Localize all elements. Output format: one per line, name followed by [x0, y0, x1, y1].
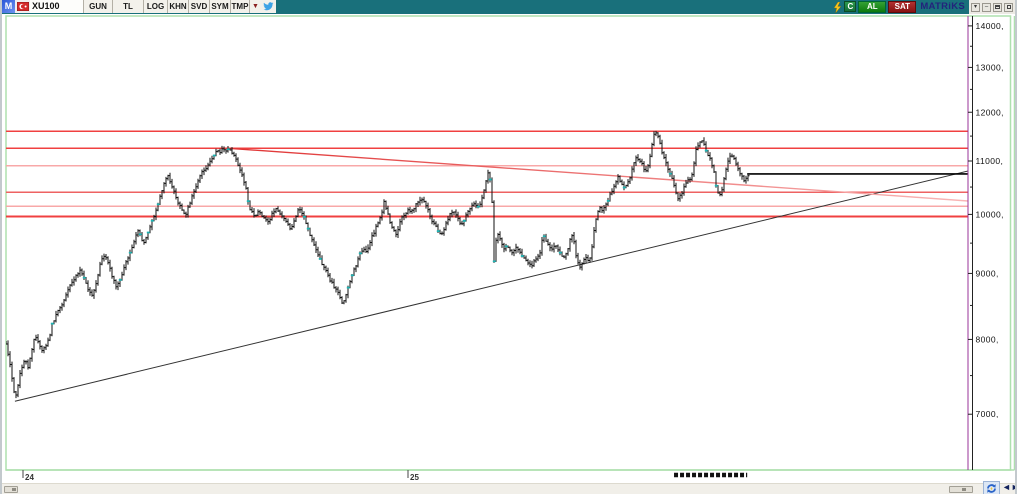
pan-right-icon[interactable]: ►	[1011, 482, 1015, 492]
matriks-logo: MATRiKS	[920, 1, 965, 12]
y-axis-label: 9000,	[976, 268, 999, 278]
toolbar-button-currency[interactable]: TL	[113, 0, 144, 13]
plot-area[interactable]	[6, 130, 968, 402]
window-menu-button[interactable]: ▾	[971, 2, 980, 12]
x-axis-label: 24	[25, 473, 34, 482]
ascending-support[interactable]	[14, 170, 968, 402]
y-axis-label: 11000,	[976, 156, 1004, 166]
x-axis[interactable]: 24 25	[22, 470, 419, 482]
h-scrollbar-right[interactable]	[949, 486, 973, 493]
symbol-input[interactable]: XU100	[30, 0, 84, 13]
h-scrollbar-left[interactable]	[4, 486, 18, 493]
x-axis-label: 25	[410, 473, 419, 482]
minimize-button[interactable]: –	[982, 2, 991, 12]
doji-close-marks	[50, 148, 718, 325]
candlesticks	[6, 130, 750, 399]
toolbar: XU100 GUN TL LOG KHN SVD SYM TMP ▼	[30, 0, 276, 13]
restore-button[interactable]	[993, 2, 1002, 12]
titlebar: M XU100 GUN TL LOG KHN SVD SYM TMP ▼	[2, 0, 1015, 14]
toolbar-button-log-scale[interactable]: LOG	[144, 0, 168, 13]
pan-left-icon[interactable]: ◄	[1002, 482, 1011, 492]
y-axis-label: 8000,	[976, 334, 999, 344]
twitter-icon[interactable]	[261, 0, 276, 13]
y-axis-label: 14000,	[976, 21, 1004, 31]
toolbar-button-sym[interactable]: SYM	[210, 0, 231, 13]
y-axis-label: 12000,	[976, 107, 1004, 117]
toolbar-button-period[interactable]: GUN	[84, 0, 113, 13]
connection-status-icon[interactable]: C	[844, 1, 857, 12]
window-controls: ▾ –	[969, 0, 1015, 14]
lightning-icon[interactable]	[832, 0, 842, 14]
bottom-scroll-row: ◄►	[2, 481, 1015, 494]
pan-arrows[interactable]: ◄►	[1002, 482, 1015, 492]
flag-icon	[15, 0, 30, 13]
sell-button[interactable]: SAT	[888, 1, 917, 13]
titlebar-spacer	[276, 0, 832, 14]
plot-border	[5, 15, 1012, 471]
app-menu-icon[interactable]: M	[2, 0, 15, 13]
y-axis-label: 13000,	[976, 62, 1004, 72]
y-axis-label: 10000,	[976, 209, 1004, 219]
y-axis[interactable]: 14000, 13000, 12000, 11000, 10000, 9000, 8000,…	[967, 16, 1015, 470]
toolbar-button-tmp[interactable]: TMP	[231, 0, 250, 13]
descending-resistance[interactable]	[230, 147, 968, 202]
price-chart[interactable]: 14000, 13000, 12000, 11000, 10000, 9000, 8000,…	[2, 14, 1017, 483]
toolbar-button-svd[interactable]: SVD	[189, 0, 210, 13]
chevron-down-icon[interactable]: ▼	[250, 0, 261, 13]
toolbar-button-khn[interactable]: KHN	[168, 0, 189, 13]
close-button[interactable]	[1004, 2, 1013, 12]
buy-button[interactable]: AL	[858, 1, 887, 13]
y-axis-label: 7000,	[976, 409, 999, 419]
refresh-icon[interactable]	[983, 481, 1000, 494]
